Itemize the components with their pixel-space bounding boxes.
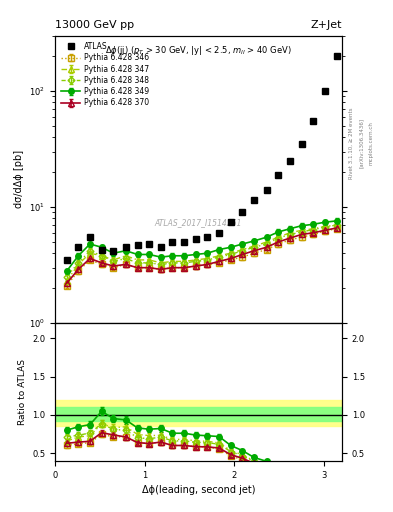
ATLAS — [334, 53, 339, 59]
ATLAS — [76, 244, 81, 250]
Text: $\Delta\phi$(jj) ($p_T$ > 30 GeV, |y| < 2.5, $m_{ll}$ > 40 GeV): $\Delta\phi$(jj) ($p_T$ > 30 GeV, |y| < … — [105, 45, 292, 57]
ATLAS — [193, 236, 198, 242]
ATLAS — [276, 172, 281, 178]
Text: Rivet 3.1.10, ≥ 2M events: Rivet 3.1.10, ≥ 2M events — [349, 108, 354, 179]
ATLAS — [323, 88, 327, 94]
ATLAS — [147, 241, 152, 247]
ATLAS — [99, 246, 104, 252]
ATLAS — [217, 230, 221, 236]
Text: 13000 GeV pp: 13000 GeV pp — [55, 20, 134, 30]
Bar — [55, 407, 342, 421]
Text: Z+Jet: Z+Jet — [310, 20, 342, 30]
ATLAS — [252, 197, 256, 203]
ATLAS — [299, 141, 304, 147]
ATLAS — [205, 234, 210, 240]
Y-axis label: dσ/dΔϕ [pb]: dσ/dΔϕ [pb] — [14, 151, 24, 208]
Text: ATLAS_2017_I1514251: ATLAS_2017_I1514251 — [155, 218, 242, 227]
ATLAS — [135, 242, 140, 248]
Text: [arXiv:1306.3436]: [arXiv:1306.3436] — [359, 118, 364, 168]
ATLAS — [88, 234, 92, 240]
ATLAS — [170, 239, 175, 245]
Legend: ATLAS, Pythia 6.428 346, Pythia 6.428 347, Pythia 6.428 348, Pythia 6.428 349, P: ATLAS, Pythia 6.428 346, Pythia 6.428 34… — [59, 39, 151, 110]
ATLAS — [158, 244, 163, 250]
Y-axis label: Ratio to ATLAS: Ratio to ATLAS — [18, 359, 27, 425]
ATLAS — [123, 244, 128, 250]
ATLAS — [264, 187, 269, 193]
ATLAS — [182, 239, 187, 245]
ATLAS — [311, 118, 316, 124]
X-axis label: Δϕ(leading, second jet): Δϕ(leading, second jet) — [142, 485, 255, 495]
ATLAS — [240, 209, 245, 216]
ATLAS — [228, 219, 233, 225]
Text: mcplots.cern.ch: mcplots.cern.ch — [369, 121, 374, 165]
ATLAS — [111, 248, 116, 254]
ATLAS — [64, 257, 69, 263]
Line: ATLAS: ATLAS — [63, 53, 340, 263]
Bar — [55, 399, 342, 426]
ATLAS — [288, 158, 292, 164]
